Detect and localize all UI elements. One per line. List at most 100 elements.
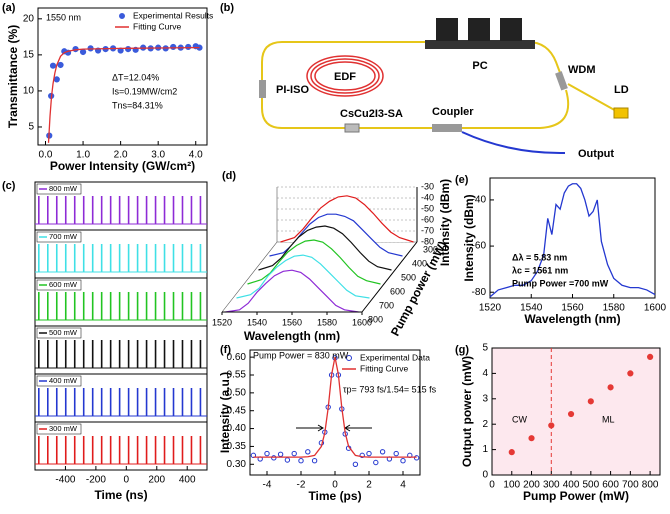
y-tick-label: 1 <box>482 444 488 455</box>
y-tick-label: 0.55 <box>227 370 247 381</box>
x-tick-label: -200 <box>86 475 106 486</box>
x-tick-label: 200 <box>148 475 165 486</box>
panel-label: (b) <box>220 2 234 14</box>
z-tick-label: -50 <box>421 203 434 213</box>
spectrum <box>280 195 414 243</box>
x-tick-label: 4 <box>400 480 406 491</box>
x-axis-label: Pump Power (mW) <box>523 489 629 503</box>
y-tick-label: 5 <box>28 122 34 133</box>
annotation: Δλ = 5.83 nm <box>512 252 567 262</box>
setup-diagram: (b) EDF PC WDM LD PI-ISO CsCu2I3-SA Coup… <box>220 2 629 160</box>
depth-tick-label: 700 <box>379 300 394 310</box>
data-point <box>277 451 284 457</box>
sa-label: CsCu2I3-SA <box>340 108 403 120</box>
x-tick-label: 0.0 <box>39 150 53 161</box>
legend-box <box>36 327 82 339</box>
y-tick-label: 0.30 <box>227 459 247 470</box>
depth-tick-label: 500 <box>401 272 416 282</box>
x-tick-label: 2 <box>366 480 372 491</box>
y-axis-label: Transmittance (%) <box>6 25 20 128</box>
data-point <box>298 458 304 464</box>
edf-coil <box>314 61 376 91</box>
data-point <box>366 450 372 457</box>
x-tick-label: 0 <box>489 480 495 491</box>
occlusion <box>225 270 359 312</box>
y-tick-label: 10 <box>23 86 35 97</box>
x-tick-label: 500 <box>582 480 599 491</box>
annotation: ML <box>602 414 615 424</box>
series-line <box>47 47 200 143</box>
z-tick-label: -70 <box>421 225 434 235</box>
iso-label: PI-ISO <box>276 84 309 96</box>
legend-box <box>36 375 82 387</box>
x-tick-label: 1540 <box>247 317 267 327</box>
y-tick-label: 0.50 <box>227 387 247 398</box>
legend-label: 700 mW <box>49 232 78 241</box>
x-axis-label: Wavelength (nm) <box>524 312 620 326</box>
z-tick-label: -60 <box>421 214 434 224</box>
z-tick-label: -40 <box>421 192 434 202</box>
depth-axis <box>361 241 418 313</box>
legend-box <box>36 183 82 195</box>
x-tick-label: 1520 <box>479 303 502 314</box>
legend-box <box>36 279 82 291</box>
legend-label: Fitting Curve <box>360 363 408 373</box>
panel-label: (g) <box>455 344 469 356</box>
data-point <box>352 461 359 467</box>
x-tick-label: 4.0 <box>189 150 203 161</box>
legend-label: Experimental Data <box>360 352 430 362</box>
data-point <box>379 449 386 455</box>
y-axis-label: Intensity (a.u.) <box>218 372 232 453</box>
data-point <box>393 450 399 457</box>
data-point <box>528 435 535 442</box>
data-point <box>508 449 515 456</box>
data-point <box>567 410 575 418</box>
pc-paddle <box>468 18 490 41</box>
x-tick-label: 3.0 <box>151 150 165 161</box>
x-axis-label: Wavelength (nm) <box>244 329 340 343</box>
legend-label: 300 mW <box>49 424 78 433</box>
y-tick-label: 20 <box>23 13 35 24</box>
y-tick-label: -60 <box>472 241 487 252</box>
depth-tick-label: 300 <box>423 244 438 254</box>
annotation: 1550 nm <box>46 12 81 22</box>
y-tick-label: 4 <box>482 368 488 379</box>
x-tick-label: 1580 <box>317 317 337 327</box>
edf-coil <box>310 58 380 94</box>
pc-base <box>425 40 535 49</box>
series-line <box>489 183 656 298</box>
plot-frame <box>491 347 661 476</box>
output-label: Output <box>578 148 614 160</box>
panel-label: (e) <box>455 174 469 186</box>
spectrum <box>236 254 370 299</box>
data-point <box>79 48 87 56</box>
panel-label: (d) <box>222 170 236 182</box>
data-point <box>311 458 318 464</box>
edf-coil <box>306 55 384 97</box>
data-point <box>264 450 270 457</box>
x-tick-label: -4 <box>263 480 272 491</box>
annotation: τp= 793 fs/1.54= 515 fs <box>343 384 437 394</box>
pc-label: PC <box>472 60 487 72</box>
data-point <box>125 46 132 53</box>
legend-label: 500 mW <box>49 328 78 337</box>
annotation: CW <box>512 414 527 424</box>
data-point <box>170 43 177 51</box>
y-tick-label: 3 <box>482 393 488 404</box>
data-point <box>271 455 277 461</box>
y-tick-label: 15 <box>23 50 35 61</box>
spectrum <box>247 239 381 285</box>
x-tick-label: 200 <box>523 480 540 491</box>
x-tick-label: 100 <box>503 480 520 491</box>
data-point <box>587 398 594 405</box>
y-tick-label: 0.35 <box>227 441 247 452</box>
x-tick-label: 600 <box>602 480 619 491</box>
plot-frame <box>37 7 208 146</box>
x-tick-label: 700 <box>622 480 639 491</box>
x-tick-label: 1540 <box>520 303 543 314</box>
ld-label: LD <box>614 84 629 96</box>
spectrum <box>225 269 359 313</box>
data-point <box>647 353 654 360</box>
x-tick-label: 1560 <box>282 317 302 327</box>
